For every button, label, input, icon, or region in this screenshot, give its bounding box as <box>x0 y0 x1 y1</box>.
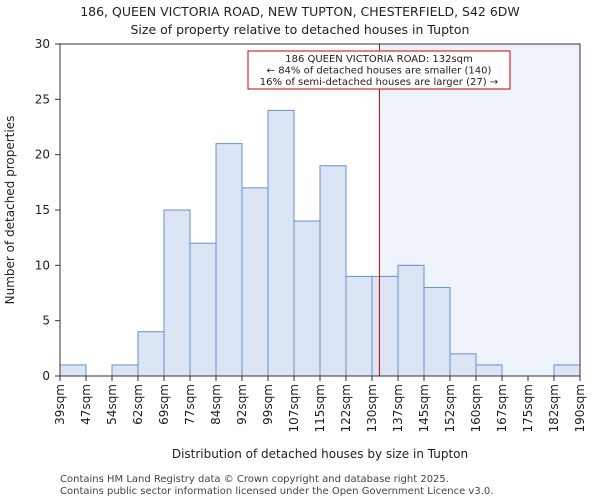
x-tick-label: 182sqm <box>547 384 561 432</box>
chart-subtitle: Size of property relative to detached ho… <box>130 22 470 37</box>
bar <box>241 187 269 377</box>
x-tick-label: 92sqm <box>235 384 249 425</box>
x-tick-label: 175sqm <box>521 384 535 432</box>
bar <box>397 264 425 377</box>
bar <box>293 220 321 377</box>
annotation-line: 16% of semi-detached houses are larger (… <box>260 77 498 88</box>
y-axis-label: Number of detached properties <box>3 116 17 305</box>
bar <box>215 143 243 377</box>
x-tick-label: 62sqm <box>131 384 145 425</box>
bar <box>423 286 451 377</box>
y-tick-label: 25 <box>35 92 50 106</box>
bar <box>319 165 347 377</box>
y-tick-label: 30 <box>35 37 50 51</box>
x-tick-label: 190sqm <box>573 384 587 432</box>
x-tick-label: 167sqm <box>495 384 509 432</box>
x-tick-label: 54sqm <box>105 384 119 425</box>
bar <box>553 364 581 377</box>
x-tick-label: 115sqm <box>313 384 327 432</box>
x-tick-label: 99sqm <box>261 384 275 425</box>
footer-line-1: Contains HM Land Registry data © Crown c… <box>60 474 449 485</box>
x-tick-label: 160sqm <box>469 384 483 432</box>
y-tick-label: 5 <box>42 314 50 328</box>
x-tick-label: 69sqm <box>157 384 171 425</box>
chart-title: 186, QUEEN VICTORIA ROAD, NEW TUPTON, CH… <box>80 4 520 19</box>
bar <box>371 275 399 377</box>
bar <box>475 364 503 377</box>
bar <box>345 275 373 377</box>
y-tick-label: 15 <box>35 203 50 217</box>
bar <box>189 242 217 377</box>
x-tick-label: 130sqm <box>365 384 379 432</box>
x-tick-label: 39sqm <box>53 384 67 425</box>
annotation-line: ← 84% of detached houses are smaller (14… <box>267 66 492 77</box>
x-axis-label: Distribution of detached houses by size … <box>172 447 468 461</box>
y-tick-label: 10 <box>35 258 50 272</box>
y-tick-label: 0 <box>42 369 50 383</box>
x-tick-label: 77sqm <box>183 384 197 425</box>
bar <box>59 364 87 377</box>
bar <box>137 331 165 377</box>
annotation-line: 186 QUEEN VICTORIA ROAD: 132sqm <box>285 54 473 65</box>
y-tick-label: 20 <box>35 148 50 162</box>
bar <box>111 364 139 377</box>
x-tick-label: 152sqm <box>443 384 457 432</box>
bar <box>449 353 477 377</box>
bar <box>163 209 191 377</box>
annotation-box <box>247 50 511 90</box>
x-tick-label: 137sqm <box>391 384 405 432</box>
footer-line-2: Contains public sector information licen… <box>60 486 494 497</box>
bar <box>267 109 295 377</box>
x-tick-label: 145sqm <box>417 384 431 432</box>
x-tick-label: 107sqm <box>287 384 301 432</box>
x-tick-label: 122sqm <box>339 384 353 432</box>
x-tick-label: 47sqm <box>79 384 93 425</box>
x-tick-label: 84sqm <box>209 384 223 425</box>
